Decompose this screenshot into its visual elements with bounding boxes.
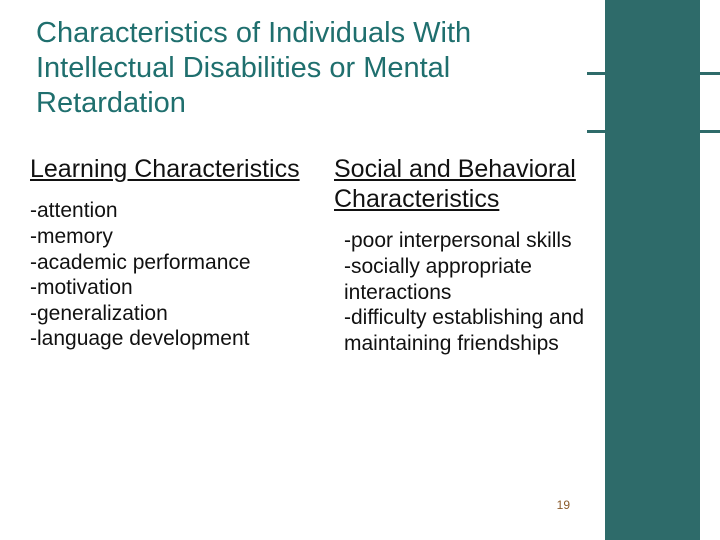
list-item: -motivation [30,275,306,301]
list-item: -language development [30,326,306,352]
list-item: -socially appropriate interactions [344,254,610,305]
column-social: Social and Behavioral Characteristics -p… [334,154,610,356]
list-item: -academic performance [30,250,306,276]
list-item: -memory [30,224,306,250]
list-item: -attention [30,198,306,224]
content-columns: Learning Characteristics -attention -mem… [30,154,610,356]
slide: Characteristics of Individuals With Inte… [0,0,720,540]
column-learning: Learning Characteristics -attention -mem… [30,154,306,356]
slide-title: Characteristics of Individuals With Inte… [30,16,570,120]
page-number: 19 [557,498,570,512]
column-body-learning: -attention -memory -academic performance… [30,198,306,352]
column-heading-social: Social and Behavioral Characteristics [334,154,610,214]
list-item: -difficulty establishing and maintaining… [344,305,610,356]
list-item: -generalization [30,301,306,327]
column-heading-learning: Learning Characteristics [30,154,306,184]
list-item: -poor interpersonal skills [344,228,610,254]
column-body-social: -poor interpersonal skills -socially app… [334,228,610,356]
